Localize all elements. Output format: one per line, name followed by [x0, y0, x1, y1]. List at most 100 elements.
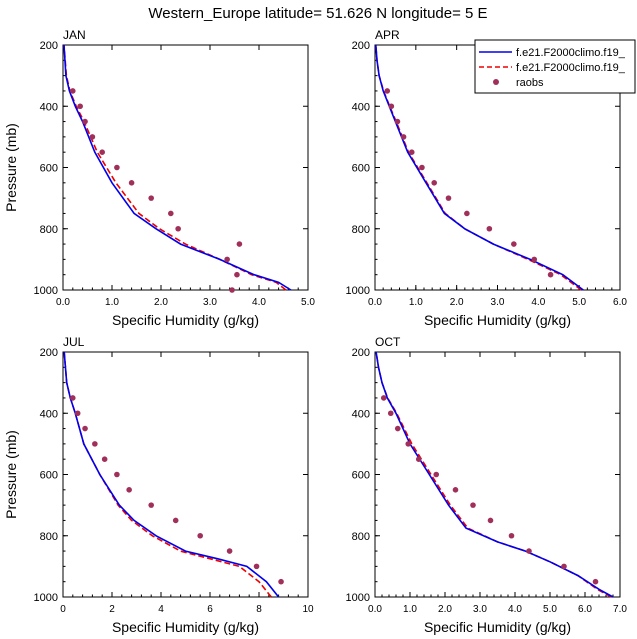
figure-title: Western_Europe latitude= 51.626 N longit…	[148, 5, 487, 22]
raobs-point	[547, 271, 554, 278]
y-tick-label: 800	[352, 531, 370, 543]
y-tick-label: 400	[40, 408, 58, 420]
x-tick-label: 6	[207, 604, 213, 615]
x-tick-label: 7.0	[613, 604, 627, 615]
y-tick-label: 1000	[346, 592, 370, 604]
chart-panel-apr: APR 0.0 1.0 2.0 3.0 4.0 5.0 6.0 200 400 600 800 1000…	[346, 28, 628, 328]
plot-frame	[62, 44, 309, 291]
raobs-point	[470, 502, 476, 508]
legend: f.e21.F2000climo.f19_ f.e21.F2000climo.f…	[474, 39, 636, 94]
x-tick-label: 10	[302, 604, 314, 615]
raobs-point	[511, 241, 517, 247]
y-tick-label: 400	[352, 408, 370, 420]
model-solid-line	[375, 44, 584, 291]
raobs-point	[431, 180, 438, 186]
y-axis-label: Pressure (mb)	[3, 123, 19, 212]
x-tick-label: 6.0	[613, 297, 627, 308]
y-tick-label: 600	[40, 163, 58, 175]
x-tick-label: 4.0	[508, 604, 522, 615]
model-dashed-line	[63, 44, 287, 291]
x-tick-label: 4	[158, 604, 164, 615]
y-tick-label: 200	[40, 40, 58, 52]
x-tick-label: 1.0	[409, 297, 423, 308]
raobs-point	[224, 256, 230, 263]
raobs-point	[400, 134, 407, 140]
y-tick-label: 200	[352, 40, 370, 52]
legend-swatch-raobs	[493, 79, 499, 85]
raobs-point	[388, 103, 395, 110]
x-tick-label: 4.0	[252, 297, 266, 308]
x-tick-label: 5.0	[543, 604, 557, 615]
y-tick-label: 1000	[34, 285, 58, 297]
raobs-point	[148, 502, 154, 508]
chart-panel-oct: OCT 0.0 1.0 2.0 3.0 4.0 5.0 6.0 7.0 200 400 600 800 1…	[346, 335, 628, 635]
raobs-point	[487, 517, 494, 524]
x-axis-label: Specific Humidity (g/kg)	[424, 312, 571, 328]
x-tick-label: 2.0	[450, 297, 464, 308]
x-tick-label: 1.0	[105, 297, 119, 308]
raobs-point	[419, 164, 425, 171]
raobs-point	[172, 517, 179, 524]
raobs-point	[128, 180, 135, 186]
x-tick-label: 3.0	[203, 297, 217, 308]
y-tick-label: 600	[40, 470, 58, 482]
raobs-point	[168, 210, 174, 217]
y-tick-label: 800	[40, 531, 58, 543]
raobs-point	[114, 164, 120, 171]
y-tick-label: 800	[40, 224, 58, 236]
panel-title: JUL	[63, 335, 85, 349]
x-tick-label: 4.0	[531, 297, 545, 308]
raobs-point	[77, 103, 83, 110]
x-tick-label: 2	[109, 604, 115, 615]
raobs-point	[452, 487, 459, 493]
raobs-point	[394, 118, 401, 125]
legend-box	[474, 39, 636, 94]
raobs-point	[408, 149, 415, 155]
raobs-point	[148, 195, 154, 201]
raobs-point	[82, 425, 88, 432]
raobs-point	[445, 195, 452, 201]
raobs-point	[394, 425, 401, 432]
plot-frame	[374, 351, 621, 598]
raobs-point	[70, 88, 76, 94]
x-tick-label: 5.0	[572, 297, 586, 308]
x-tick-label: 5.0	[301, 297, 315, 308]
panel-title: APR	[375, 28, 400, 42]
model-solid-line	[63, 351, 280, 598]
raobs-point	[229, 287, 235, 293]
raobs-point	[114, 471, 120, 478]
y-tick-label: 1000	[346, 285, 370, 297]
raobs-point	[384, 88, 391, 94]
x-tick-label: 1.0	[403, 604, 417, 615]
raobs-point	[486, 225, 493, 232]
raobs-point	[74, 410, 81, 417]
legend-label-solid: f.e21.F2000climo.f19_	[516, 47, 626, 59]
raobs-point	[234, 271, 240, 278]
y-tick-label: 800	[352, 224, 370, 236]
x-tick-label: 8	[256, 604, 262, 615]
chart-panels: JAN 0.0 1.0 2.0 3.0 4.0 5.0 200 400 600 800 1000 Spe…	[3, 28, 627, 635]
raobs-point	[92, 441, 98, 447]
y-tick-label: 400	[352, 101, 370, 113]
raobs-point	[387, 410, 394, 417]
x-axis-label: Specific Humidity (g/kg)	[112, 619, 259, 635]
model-solid-line	[375, 351, 614, 598]
y-axis-label: Pressure (mb)	[3, 430, 19, 519]
y-tick-label: 1000	[34, 592, 58, 604]
x-tick-label: 2.0	[154, 297, 168, 308]
y-tick-label: 200	[352, 347, 370, 359]
model-dashed-line	[375, 351, 612, 598]
x-axis-label: Specific Humidity (g/kg)	[424, 619, 571, 635]
raobs-point	[415, 456, 422, 462]
raobs-point	[405, 441, 412, 447]
x-tick-label: 0.0	[368, 604, 382, 615]
chart-panel-jul: JUL 0 2 4 6 8 10 200 400 600 800 1000 Specific Humid…	[3, 335, 314, 635]
raobs-point	[433, 471, 440, 478]
x-tick-label: 3.0	[473, 604, 487, 615]
raobs-point	[380, 395, 387, 401]
raobs-point	[70, 395, 76, 401]
x-tick-label: 3.0	[491, 297, 505, 308]
raobs-point	[82, 118, 88, 125]
y-tick-label: 400	[40, 101, 58, 113]
raobs-point	[197, 532, 203, 539]
